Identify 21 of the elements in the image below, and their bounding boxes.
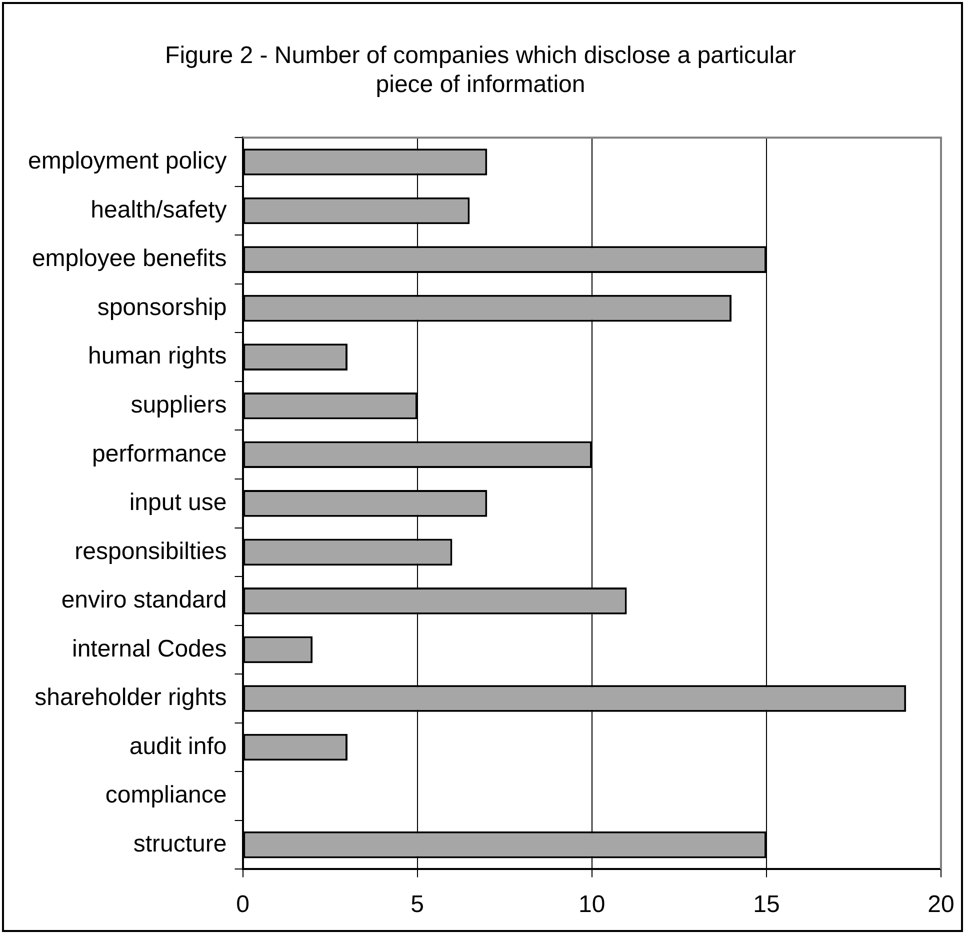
x-tick-label: 15 (753, 891, 780, 918)
y-tick-label: structure (133, 830, 227, 858)
x-tick-label: 0 (236, 891, 250, 918)
y-tick-label: enviro standard (61, 586, 227, 614)
y-tick-label: compliance (105, 782, 227, 809)
x-tick-label: 20 (928, 891, 954, 918)
y-tick-label: internal Codes (72, 635, 227, 662)
y-tick-label: employment policy (28, 148, 227, 175)
y-tick-label: responsibilties (74, 538, 227, 565)
x-tick-label: 10 (578, 891, 606, 918)
y-tick-label: audit info (129, 732, 227, 760)
y-tick-label: shareholder rights (34, 684, 227, 712)
y-tick-label: human rights (88, 342, 227, 370)
y-tick-label: health/safety (90, 196, 227, 224)
y-tick-label: suppliers (130, 391, 227, 418)
y-tick-label: input use (129, 489, 227, 516)
x-tick-label: 5 (410, 891, 424, 918)
y-tick-label: employee benefits (32, 245, 227, 272)
y-tick-label: sponsorship (97, 294, 227, 321)
y-tick-label: performance (92, 440, 227, 468)
chart-title: Figure 2 - Number of companies which disclose a particular piece of information (165, 42, 796, 98)
